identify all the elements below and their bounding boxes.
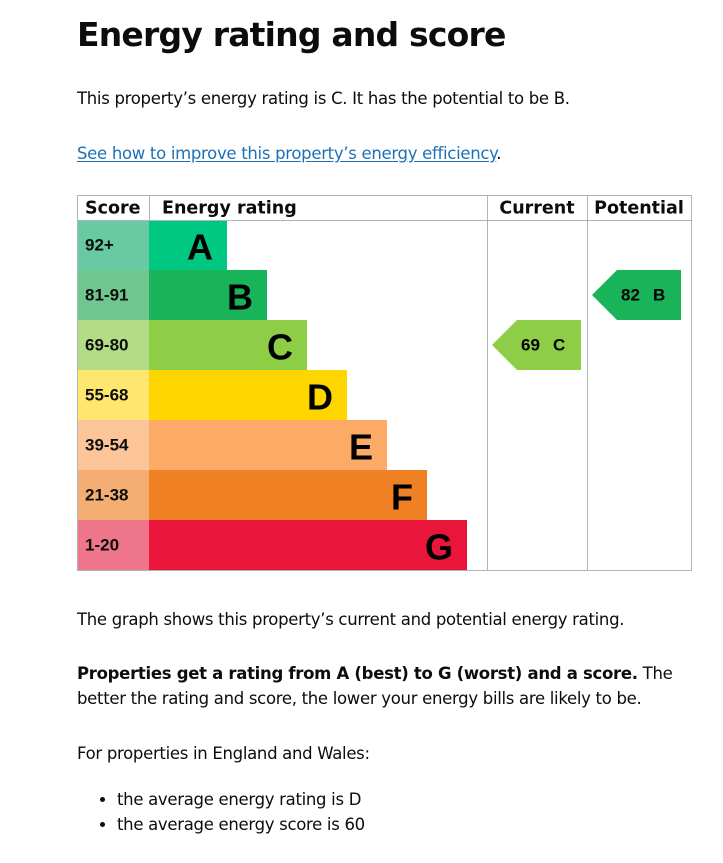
rating-letter-c: C xyxy=(267,327,293,368)
rating-letter-b: B xyxy=(227,277,253,318)
rating-letter-a: A xyxy=(187,227,213,268)
header-potential: Potential xyxy=(594,199,684,219)
current-rating-arrow xyxy=(492,320,581,370)
score-cell-b xyxy=(78,270,149,320)
score-range-g: 1-20 xyxy=(85,536,119,555)
potential-rating-letter: B xyxy=(653,286,665,305)
score-cell-g xyxy=(78,520,149,570)
score-cell-e xyxy=(78,420,149,470)
rating-letter-g: G xyxy=(425,527,453,568)
average-score-item: the average energy score is 60 xyxy=(117,812,365,837)
rating-letter-d: D xyxy=(307,377,333,418)
header-current: Current xyxy=(499,199,574,219)
average-rating-item: the average energy rating is D xyxy=(117,787,365,812)
rating-bar-f xyxy=(149,470,427,520)
link-suffix: . xyxy=(496,144,502,163)
rating-bar-d xyxy=(149,370,347,420)
score-range-b: 81-91 xyxy=(85,286,128,305)
rating-bar-a xyxy=(149,220,227,270)
ratings-explanation-bold: Properties get a rating from A (best) to… xyxy=(77,664,638,683)
rating-summary: This property’s energy rating is C. It h… xyxy=(77,89,570,108)
potential-rating-score: 82 xyxy=(621,286,640,305)
score-cell-a xyxy=(78,220,149,270)
page-title: Energy rating and score xyxy=(77,15,506,54)
energy-rating-chart: 92+ A 81-91 B 69-80 C 55-68 D 39-54 E 21-38 F 1-20 G 6… xyxy=(77,195,692,571)
current-rating-letter: C xyxy=(553,336,565,355)
score-range-c: 69-80 xyxy=(85,336,128,355)
rating-bar-g xyxy=(149,520,467,570)
graph-caption: The graph shows this property’s current … xyxy=(77,610,625,629)
rating-letter-f: F xyxy=(391,477,413,518)
score-range-f: 21-38 xyxy=(85,486,128,505)
header-energy-rating: Energy rating xyxy=(162,199,297,219)
chart-border xyxy=(77,195,692,571)
score-cell-f xyxy=(78,470,149,520)
ratings-explanation: Properties get a rating from A (best) to… xyxy=(77,661,697,711)
averages-list: the average energy rating is D the avera… xyxy=(77,787,365,837)
improve-efficiency-link[interactable]: See how to improve this property’s energ… xyxy=(77,144,497,163)
rating-bar-b xyxy=(149,270,267,320)
score-cell-d xyxy=(78,370,149,420)
averages-intro: For properties in England and Wales: xyxy=(77,744,370,763)
score-range-e: 39-54 xyxy=(85,436,129,455)
header-score: Score xyxy=(85,199,141,219)
rating-letter-e: E xyxy=(349,427,373,468)
score-cell-c xyxy=(78,320,149,370)
improve-link-paragraph: See how to improve this property’s energ… xyxy=(77,141,502,166)
ratings-explanation-rest: The better the rating and score, the low… xyxy=(77,664,673,708)
score-range-a: 92+ xyxy=(85,236,114,255)
potential-rating-arrow xyxy=(592,270,681,320)
rating-bar-c xyxy=(149,320,307,370)
score-range-d: 55-68 xyxy=(85,386,128,405)
rating-bar-e xyxy=(149,420,387,470)
current-rating-score: 69 xyxy=(521,336,540,355)
